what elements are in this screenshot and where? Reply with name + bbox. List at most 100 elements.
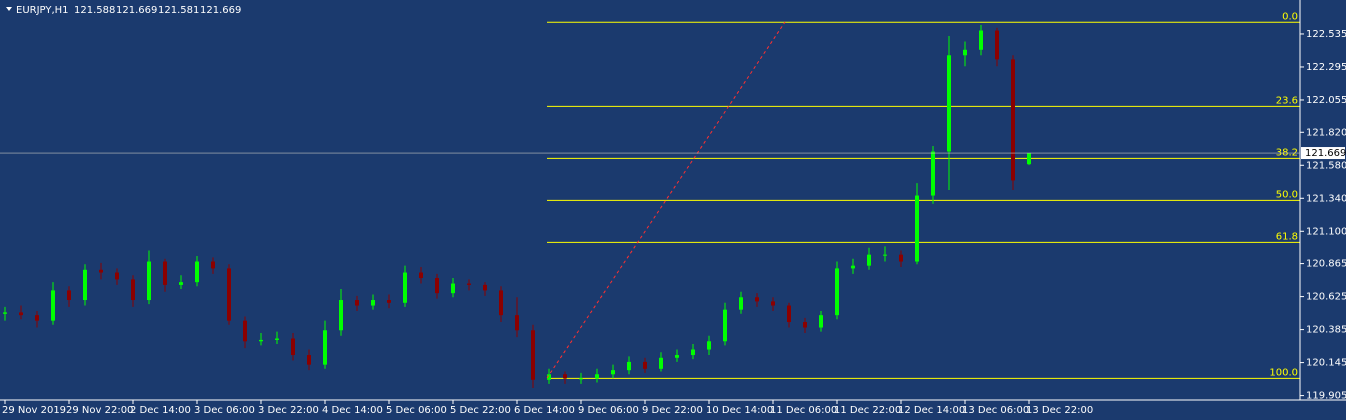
candle-body bbox=[339, 300, 343, 331]
candle-body bbox=[515, 315, 519, 331]
fibo-label: 50.0 bbox=[1276, 189, 1298, 200]
candle-body bbox=[739, 297, 743, 310]
candle-body bbox=[691, 349, 695, 356]
candle-body bbox=[467, 283, 471, 285]
x-tick-label: 6 Dec 14:00 bbox=[514, 405, 575, 416]
x-tick-label: 10 Dec 14:00 bbox=[706, 405, 773, 416]
candle-body bbox=[547, 374, 551, 380]
x-tick-label: 9 Dec 22:00 bbox=[642, 405, 703, 416]
y-tick-label: 121.580 bbox=[1306, 160, 1346, 171]
candle-body bbox=[35, 315, 39, 321]
x-tick-label: 3 Dec 06:00 bbox=[194, 405, 255, 416]
candle-body bbox=[995, 30, 999, 60]
fibo-label: 23.6 bbox=[1276, 95, 1298, 106]
candle-body bbox=[947, 55, 951, 152]
x-tick-label: 11 Dec 06:00 bbox=[770, 405, 837, 416]
y-tick-label: 122.055 bbox=[1306, 95, 1346, 106]
fibo-trend-line bbox=[546, 21, 786, 379]
candle-body bbox=[371, 300, 375, 306]
y-tick-label: 121.100 bbox=[1306, 226, 1346, 237]
candle-body bbox=[179, 282, 183, 285]
candle-body bbox=[275, 338, 279, 340]
candle-body bbox=[499, 290, 503, 316]
last-open: 121.588 bbox=[74, 5, 115, 16]
x-tick-label: 2 Dec 14:00 bbox=[130, 405, 191, 416]
fibo-label: 61.8 bbox=[1276, 231, 1298, 242]
last-low: 121.581 bbox=[158, 5, 199, 16]
candle-body bbox=[563, 374, 567, 379]
candle-body bbox=[803, 322, 807, 328]
candle-body bbox=[99, 269, 103, 273]
candle-body bbox=[483, 284, 487, 291]
candle-body bbox=[419, 272, 423, 279]
x-tick-label: 12 Dec 14:00 bbox=[898, 405, 965, 416]
candle-body bbox=[611, 370, 615, 375]
y-tick-label: 122.295 bbox=[1306, 62, 1346, 73]
last-high: 121.669 bbox=[116, 5, 157, 16]
candle-body bbox=[291, 338, 295, 356]
candle-body bbox=[835, 268, 839, 316]
candle-body bbox=[643, 361, 647, 369]
y-tick-label: 120.145 bbox=[1306, 358, 1346, 369]
candle-body bbox=[51, 290, 55, 321]
header: EURJPY,H1 121.588 121.669 121.581 121.66… bbox=[6, 5, 241, 16]
candle-body bbox=[19, 312, 23, 316]
candle-body bbox=[819, 315, 823, 328]
candle-body bbox=[115, 272, 119, 280]
y-tick-label: 121.820 bbox=[1306, 127, 1346, 138]
candle-body bbox=[755, 297, 759, 302]
candle-body bbox=[259, 339, 263, 342]
candle-body bbox=[531, 330, 535, 380]
y-tick-label: 122.535 bbox=[1306, 29, 1346, 40]
x-tick-label: 9 Dec 06:00 bbox=[578, 405, 639, 416]
candle-body bbox=[227, 268, 231, 321]
candle-body bbox=[851, 265, 855, 269]
x-tick-label: 29 Nov 22:00 bbox=[66, 405, 133, 416]
candle-body bbox=[403, 272, 407, 303]
candle-body bbox=[675, 355, 679, 358]
candle-body bbox=[307, 355, 311, 365]
symbol: EURJPY,H1 bbox=[16, 5, 69, 16]
candle-body bbox=[1027, 153, 1031, 165]
candle-body bbox=[83, 269, 87, 301]
candle-body bbox=[931, 151, 935, 196]
candle-body bbox=[659, 357, 663, 369]
candle-body bbox=[723, 309, 727, 342]
candle-body bbox=[963, 49, 967, 56]
candle-body bbox=[787, 305, 791, 323]
candle-body bbox=[707, 341, 711, 350]
x-tick-label: 5 Dec 22:00 bbox=[450, 405, 511, 416]
candle-body bbox=[979, 30, 983, 50]
candle-body bbox=[451, 283, 455, 294]
candle-body bbox=[915, 195, 919, 262]
candle-body bbox=[627, 361, 631, 371]
y-tick-label: 120.625 bbox=[1306, 292, 1346, 303]
candle-body bbox=[131, 279, 135, 301]
candle-body bbox=[147, 261, 151, 301]
candle-body bbox=[3, 312, 7, 314]
x-tick-label: 29 Nov 2019 bbox=[2, 405, 66, 416]
candle-body bbox=[867, 254, 871, 266]
candle-body bbox=[771, 301, 775, 306]
x-tick-label: 11 Dec 22:00 bbox=[834, 405, 901, 416]
candle-body bbox=[355, 300, 359, 306]
x-tick-label: 13 Dec 06:00 bbox=[962, 405, 1029, 416]
candle-body bbox=[387, 300, 391, 303]
x-tick-label: 3 Dec 22:00 bbox=[258, 405, 319, 416]
candle-body bbox=[243, 320, 247, 342]
candle-body bbox=[435, 278, 439, 294]
y-tick-label: 120.865 bbox=[1306, 259, 1346, 270]
price-label: 121.669 bbox=[1305, 148, 1346, 159]
y-tick-label: 120.385 bbox=[1306, 325, 1346, 336]
candle-body bbox=[163, 261, 167, 285]
fibo-label: 100.0 bbox=[1269, 367, 1298, 378]
candle-body bbox=[595, 374, 599, 379]
last-close: 121.669 bbox=[200, 5, 241, 16]
candle-body bbox=[1011, 59, 1015, 181]
candle-body bbox=[883, 254, 887, 256]
price-label-box bbox=[1301, 147, 1345, 160]
